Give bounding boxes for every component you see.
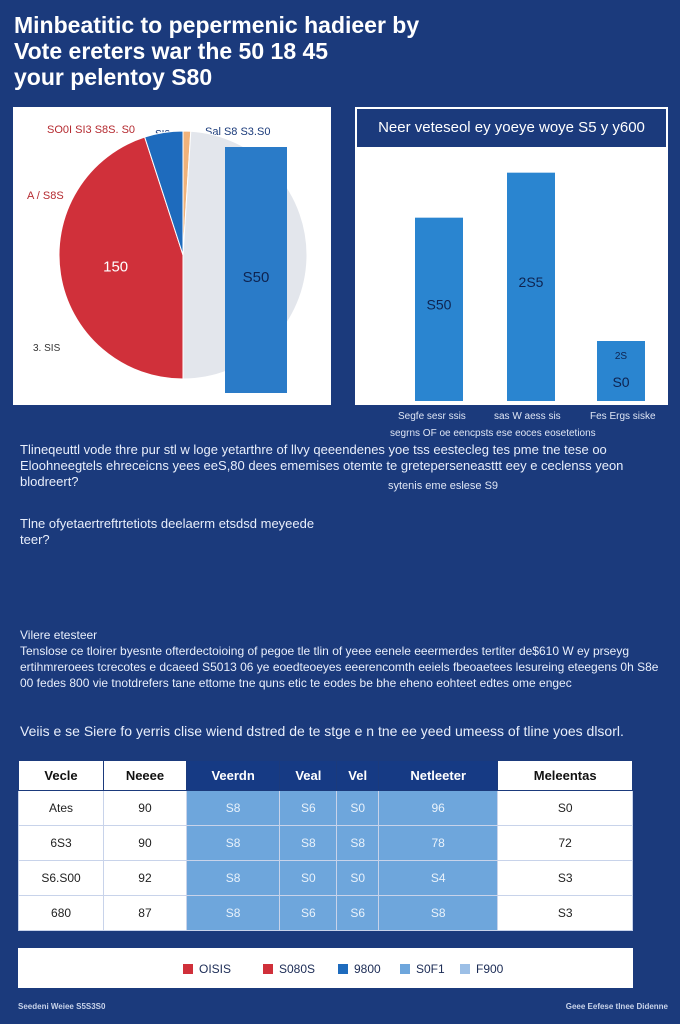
bar-chart-panel: S50 2S5 S0 2S Neer veteseol ey yoeye woye S… bbox=[355, 107, 668, 405]
table-cell: S8 bbox=[336, 825, 380, 861]
bar-chart-title: Neer veteseol ey yoeye woye S5 y y600 bbox=[355, 107, 668, 149]
paragraph-1-note: sytenis eme eslese S9 bbox=[388, 480, 499, 492]
pie-annotation-top-right: Sal S8 S3.S0 bbox=[205, 126, 270, 138]
table-header-cell: Vel bbox=[336, 760, 380, 791]
pie-annotation-top-left: SO0I SI3 S8S. S0 bbox=[47, 124, 135, 136]
table-cell: S8 bbox=[185, 825, 281, 861]
table-cell: S6 bbox=[279, 790, 338, 826]
table-cell: S4 bbox=[378, 860, 499, 896]
pie-chart: SO0I SI3 S8S. S0 SI3 Sal S8 S3.S0 A / S8… bbox=[27, 124, 308, 393]
pie-annotation-left-top: A / S8S bbox=[27, 190, 64, 202]
bar-category-label: Fes Ergs siske bbox=[590, 411, 656, 422]
legend-swatch bbox=[263, 964, 273, 974]
table-cell: S0 bbox=[336, 860, 380, 896]
table-cell: S8 bbox=[185, 860, 281, 896]
table-cell: S0 bbox=[497, 790, 633, 826]
section-heading: Vilere etesteer bbox=[20, 628, 98, 642]
table-cell: S6 bbox=[336, 895, 380, 931]
legend-item: F900 bbox=[460, 962, 503, 976]
legend: OISIS S080S 9800 S0F1 F900 bbox=[18, 948, 633, 988]
table-header-row: Vecle Neeee Veerdn Veal Vel Netleeter Me… bbox=[17, 760, 633, 791]
table-cell: S6 bbox=[279, 895, 338, 931]
bar-category-label: sas W aess sis bbox=[494, 411, 561, 422]
table-cell: S8 bbox=[185, 790, 281, 826]
footer-left: Seedeni Weiee S5S3S0 bbox=[18, 1002, 106, 1011]
legend-swatch bbox=[183, 964, 193, 974]
footer-right: Geee Eefese tlnee Didenne bbox=[565, 1002, 668, 1011]
bar-category-label: Segfe sesr ssis bbox=[398, 411, 466, 422]
table-cell: 90 bbox=[103, 825, 187, 861]
legend-label: 9800 bbox=[354, 962, 381, 976]
paragraph-3: Tenslose ce tloirer byesnte ofterdectoio… bbox=[20, 644, 659, 690]
bar-value-label: S50 bbox=[427, 296, 452, 312]
table-header-cell: Netleeter bbox=[378, 760, 499, 791]
page-title: Minbeatitic to pepermenic hadieer by Vot… bbox=[14, 12, 454, 90]
table-row: 6S3 90 S8 S8 S8 78 72 bbox=[17, 825, 633, 861]
bar-category-note: segrns OF oe eencpsts ese eoces eoseteti… bbox=[390, 428, 596, 439]
table-cell: 87 bbox=[103, 895, 187, 931]
legend-item: 9800 bbox=[338, 962, 381, 976]
table-cell: 78 bbox=[378, 825, 499, 861]
table-cell: 96 bbox=[378, 790, 499, 826]
legend-swatch bbox=[338, 964, 348, 974]
table-cell: 680 bbox=[17, 895, 105, 931]
pie-slice bbox=[58, 136, 184, 380]
table-header-cell: Neeee bbox=[103, 760, 187, 791]
table-header-cell: Veal bbox=[279, 760, 338, 791]
bar-category-labels: Segfe sesr ssis sas W aess sis Fes Ergs … bbox=[380, 408, 670, 442]
bar bbox=[507, 172, 555, 401]
pie-slice-label: 150 bbox=[103, 259, 128, 276]
table-header-cell: Vecle bbox=[17, 760, 105, 791]
table-row: Ates 90 S8 S6 S0 96 S0 bbox=[17, 790, 633, 826]
paragraph-4: Veiis e se Siere fo yerris clise wiend d… bbox=[20, 723, 624, 739]
pie-chart-panel: SO0I SI3 S8S. S0 SI3 Sal S8 S3.S0 A / S8… bbox=[13, 107, 331, 405]
paragraph-2: Tlne ofyetaertreftrtetiots deelaerm etsd… bbox=[20, 516, 315, 547]
table-header-cell: Veerdn bbox=[185, 760, 281, 791]
table-row: 680 87 S8 S6 S6 S8 S3 bbox=[17, 895, 633, 931]
legend-swatch bbox=[400, 964, 410, 974]
table-cell: S8 bbox=[185, 895, 281, 931]
title-line-1: Minbeatitic to pepermenic hadieer by bbox=[14, 12, 420, 38]
bar-extra-label: 2S bbox=[615, 351, 628, 362]
legend-swatch bbox=[460, 964, 470, 974]
pie-overlay-band bbox=[225, 147, 287, 393]
bar-value-label: S0 bbox=[612, 374, 629, 390]
title-line-2: Vote ereters war the 50 18 45 bbox=[14, 38, 329, 64]
bar-value-label: 2S5 bbox=[519, 274, 544, 290]
paragraph-1: Tlineqeuttl vode thre pur stl w loge yet… bbox=[20, 442, 624, 489]
table-cell: 6S3 bbox=[17, 825, 105, 861]
table-header-cell: Meleentas bbox=[497, 760, 633, 791]
bar bbox=[415, 217, 463, 401]
table-cell: S0 bbox=[336, 790, 380, 826]
pie-annotation-left-bottom: 3. SIS bbox=[33, 343, 61, 354]
table-cell: 92 bbox=[103, 860, 187, 896]
legend-item: OISIS bbox=[183, 962, 231, 976]
legend-label: S0F1 bbox=[416, 962, 445, 976]
legend-label: OISIS bbox=[199, 962, 232, 976]
data-table: Vecle Neeee Veerdn Veal Vel Netleeter Me… bbox=[17, 760, 633, 931]
legend-label: F900 bbox=[476, 962, 504, 976]
table-cell: S8 bbox=[279, 825, 338, 861]
table-cell: S8 bbox=[378, 895, 499, 931]
table-row: S6.S00 92 S8 S0 S0 S4 S3 bbox=[17, 860, 633, 896]
legend-item: S0F1 bbox=[400, 962, 445, 976]
bar-chart: S50 2S5 S0 2S bbox=[415, 172, 645, 401]
table-cell: S3 bbox=[497, 860, 633, 896]
table-cell: S3 bbox=[497, 895, 633, 931]
table-cell: S0 bbox=[279, 860, 338, 896]
table-cell: Ates bbox=[17, 790, 105, 826]
table-cell: 90 bbox=[103, 790, 187, 826]
legend-label: S080S bbox=[279, 962, 316, 976]
legend-item: S080S bbox=[263, 962, 315, 976]
bar bbox=[597, 341, 645, 401]
title-line-3: your pelentoy S80 bbox=[14, 64, 213, 90]
table-cell: S6.S00 bbox=[17, 860, 105, 896]
table-cell: 72 bbox=[497, 825, 633, 861]
pie-band-label: S50 bbox=[243, 269, 270, 286]
